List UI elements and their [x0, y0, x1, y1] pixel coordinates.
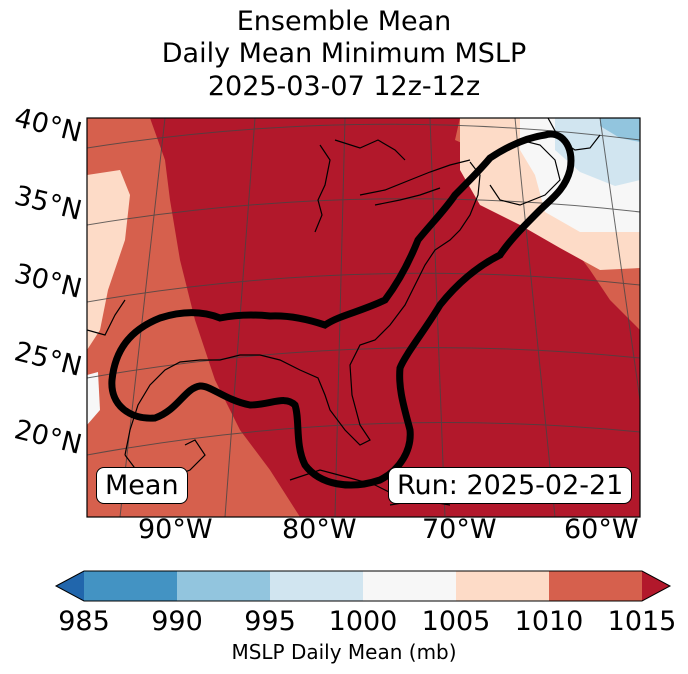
cbar-tick-995: 995: [244, 606, 296, 637]
cbar-tick-1005: 1005: [421, 606, 491, 637]
lon-label-90: 90°W: [138, 514, 213, 545]
title-line-1: Ensemble Mean: [236, 6, 452, 37]
colorbar-bin-1000-1005: [363, 571, 456, 601]
map-frame: [86, 117, 641, 518]
colorbar-bin-above-1015: [642, 571, 670, 601]
title-line-2: Daily Mean Minimum MSLP: [161, 38, 527, 69]
field-990-995: [600, 118, 640, 142]
colorbar-bin-1005-1010: [456, 571, 549, 601]
lon-label-80: 80°W: [282, 514, 357, 545]
field-1000-1005-west: [87, 372, 100, 425]
map-area: [87, 118, 640, 517]
highlight-contour: [108, 130, 575, 489]
colorbar-label: MSLP Daily Mean (mb): [231, 640, 457, 664]
title-line-3: 2025-03-07 12z-12z: [207, 71, 481, 102]
cbar-tick-1015: 1015: [607, 606, 677, 637]
lon-label-60: 60°W: [564, 514, 639, 545]
cbar-tick-990: 990: [151, 606, 203, 637]
cbar-tick-1000: 1000: [328, 606, 398, 637]
colorbar: [54, 570, 672, 602]
colorbar-outline: [54, 570, 672, 602]
lon-label-70: 70°W: [422, 514, 497, 545]
colorbar-bin-below-985: [56, 571, 84, 601]
colorbar-bin-985-990: [84, 571, 177, 601]
coastlines: [87, 118, 601, 506]
field-1005-1010-west: [87, 170, 130, 350]
mean-label: Mean: [96, 467, 188, 504]
cbar-tick-1010: 1010: [514, 606, 584, 637]
run-date-label: Run: 2025-02-21: [388, 467, 633, 504]
colorbar-bin-1010-1015: [549, 571, 642, 601]
colorbar-bin-990-995: [177, 571, 270, 601]
colorbar-bin-995-1000: [270, 571, 363, 601]
cbar-tick-985: 985: [58, 606, 110, 637]
